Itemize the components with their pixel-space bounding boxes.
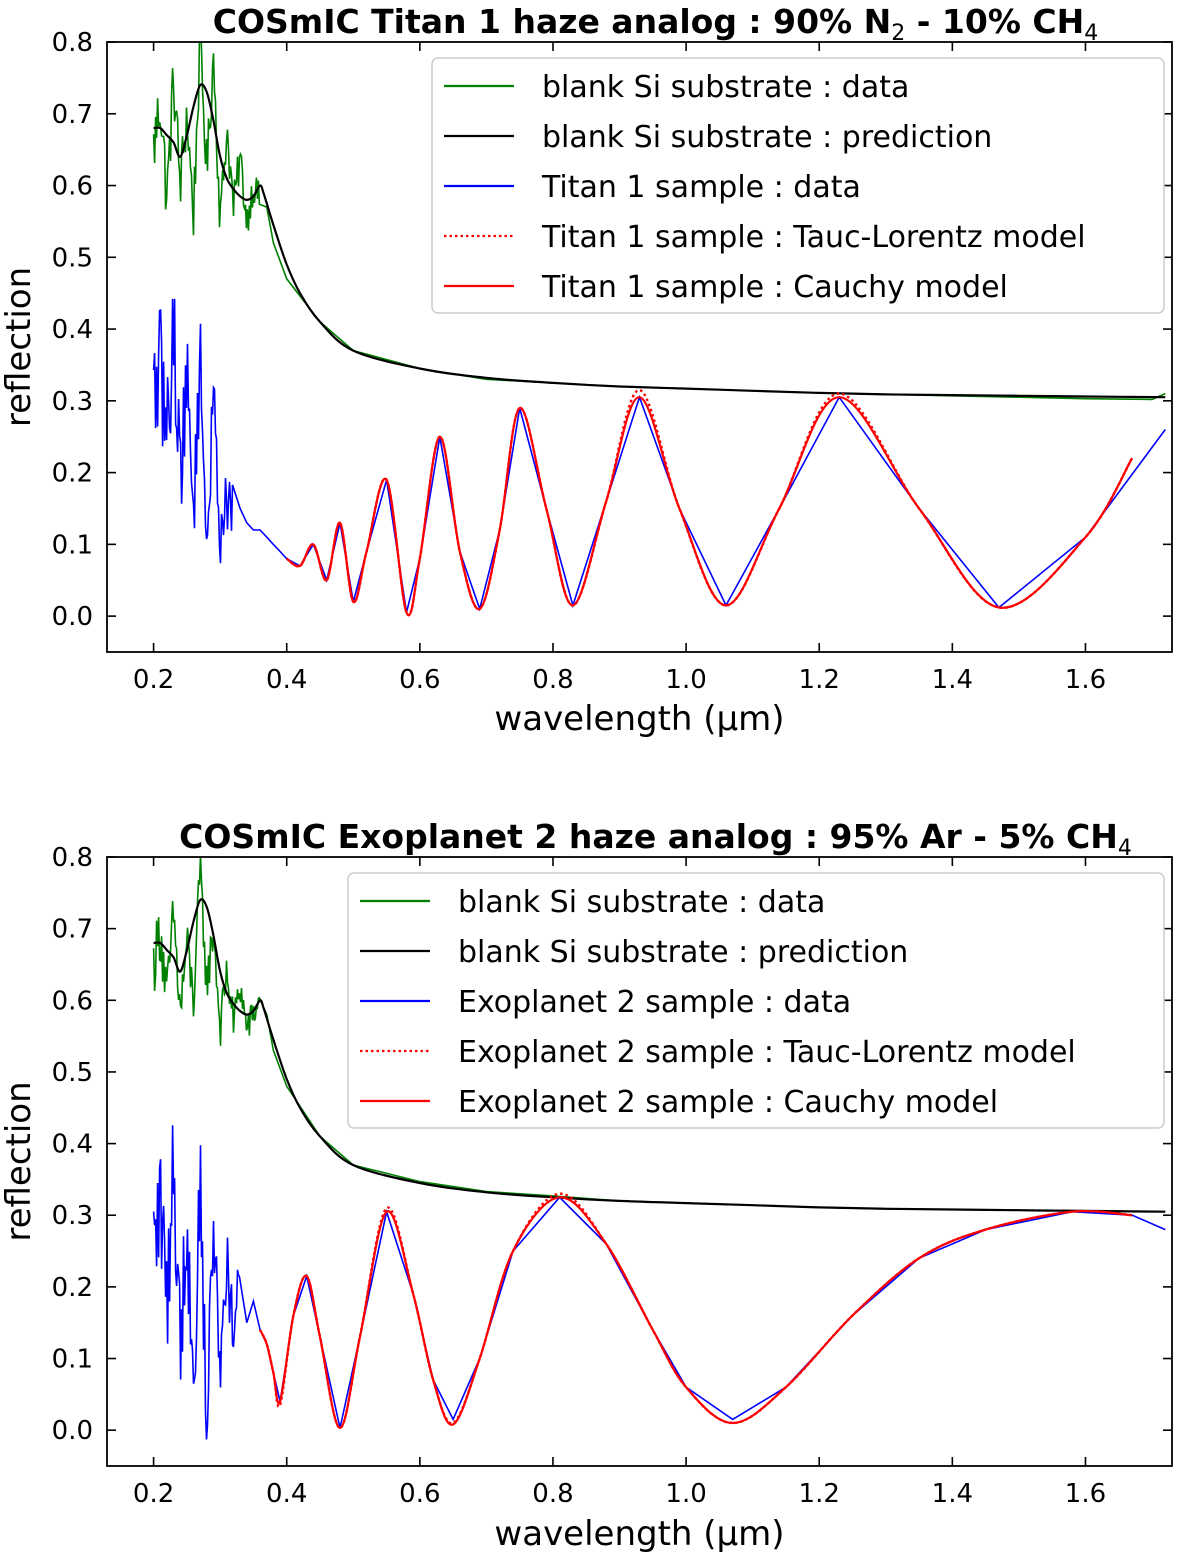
legend-label: Titan 1 sample : Cauchy model <box>541 270 1008 305</box>
legend-label: Exoplanet 2 sample : Cauchy model <box>458 1085 998 1120</box>
legend-label: Titan 1 sample : Tauc-Lorentz model <box>541 220 1086 255</box>
y-tick-label: 0.8 <box>52 843 93 873</box>
plot-area <box>152 42 1166 617</box>
y-tick-label: 0.7 <box>52 915 93 945</box>
series-line-3 <box>152 1125 1166 1440</box>
y-tick-label: 0.6 <box>52 172 93 202</box>
legend-label: Exoplanet 2 sample : Tauc-Lorentz model <box>458 1035 1076 1070</box>
series-line-1 <box>152 857 1166 1213</box>
x-tick-label: 0.4 <box>266 1479 307 1509</box>
legend-label: blank Si substrate : data <box>458 885 825 920</box>
y-axis-label: reflection <box>0 267 39 427</box>
x-tick-label: 1.4 <box>932 1479 973 1509</box>
series-line-5 <box>259 1196 1133 1430</box>
y-tick-label: 0.1 <box>52 1345 93 1375</box>
y-tick-label: 0.0 <box>52 1416 93 1446</box>
series-line-3 <box>152 298 1166 613</box>
series-line-2 <box>153 898 1166 1213</box>
legend-label: blank Si substrate : prediction <box>542 120 992 155</box>
y-tick-label: 0.7 <box>52 100 93 130</box>
chart-title: COSmIC Titan 1 haze analog : 90% N2 - 10… <box>213 2 1098 46</box>
x-tick-label: 1.4 <box>932 665 973 695</box>
axes-frame <box>106 41 1173 653</box>
x-tick-label: 1.6 <box>1065 1479 1106 1509</box>
series-line-4 <box>259 1192 1133 1430</box>
chart-2: COSmIC Exoplanet 2 haze analog : 95% Ar … <box>0 817 1173 1554</box>
series-line-1 <box>152 42 1166 401</box>
y-tick-label: 0.2 <box>52 1273 93 1303</box>
y-tick-label: 0.3 <box>52 387 93 417</box>
legend: blank Si substrate : data blank Si substr… <box>347 872 1165 1129</box>
x-tick-label: 0.2 <box>133 665 174 695</box>
x-tick-label: 1.6 <box>1065 665 1106 695</box>
axes-frame <box>106 856 1173 1467</box>
x-tick-label: 1.2 <box>799 1479 840 1509</box>
y-tick-label: 0.5 <box>52 243 93 273</box>
y-tick-label: 0.5 <box>52 1058 93 1088</box>
legend-box <box>431 57 1165 314</box>
x-tick-label: 0.8 <box>532 1479 573 1509</box>
legend: blank Si substrate : data blank Si substr… <box>431 57 1165 314</box>
y-tick-label: 0.4 <box>52 1130 93 1160</box>
y-tick-label: 0.8 <box>52 28 93 58</box>
y-tick-label: 0.4 <box>52 315 93 345</box>
x-tick-label: 0.2 <box>133 1479 174 1509</box>
x-axis-label: wavelength (μm) <box>494 1514 784 1554</box>
y-tick-label: 0.3 <box>52 1201 93 1231</box>
x-axis-label: wavelength (μm) <box>494 699 784 739</box>
y-tick-label: 0.0 <box>52 602 93 632</box>
chart-title: COSmIC Exoplanet 2 haze analog : 95% Ar … <box>179 817 1132 861</box>
legend-label: Exoplanet 2 sample : data <box>458 985 851 1020</box>
series-line-2 <box>153 83 1166 399</box>
x-tick-label: 0.6 <box>399 665 440 695</box>
y-tick-label: 0.6 <box>52 986 93 1016</box>
series-line-5 <box>286 396 1134 617</box>
y-tick-label: 0.1 <box>52 530 93 560</box>
x-tick-label: 1.0 <box>665 1479 706 1509</box>
chart-1: COSmIC Titan 1 haze analog : 90% N2 - 10… <box>0 2 1173 739</box>
y-axis-label: reflection <box>0 1081 39 1241</box>
y-tick-label: 0.2 <box>52 459 93 489</box>
x-tick-label: 0.6 <box>399 1479 440 1509</box>
x-tick-label: 1.0 <box>665 665 706 695</box>
legend-box <box>347 872 1165 1129</box>
x-tick-label: 1.2 <box>799 665 840 695</box>
legend-label: blank Si substrate : data <box>542 70 909 105</box>
x-tick-label: 0.8 <box>532 665 573 695</box>
legend-label: blank Si substrate : prediction <box>458 935 908 970</box>
x-tick-label: 0.4 <box>266 665 307 695</box>
legend-label: Titan 1 sample : data <box>541 170 861 205</box>
plot-area <box>152 857 1166 1440</box>
